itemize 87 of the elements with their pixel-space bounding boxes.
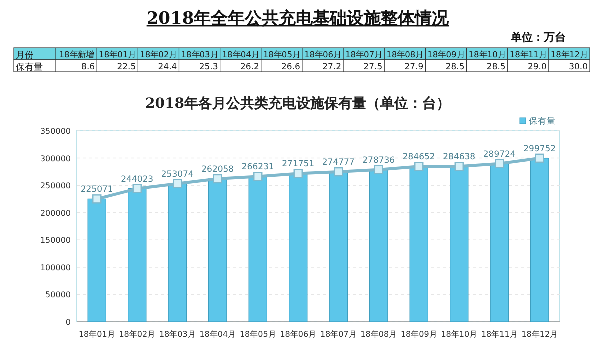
- x-tick-label: 18年03月: [181, 50, 218, 60]
- data-label: 22.5: [117, 62, 136, 72]
- point: [414, 162, 424, 172]
- point: [92, 194, 102, 204]
- data-label: 278736: [362, 156, 396, 166]
- data-label: 225071: [80, 185, 114, 196]
- point: [254, 172, 263, 182]
- bar: [490, 164, 509, 322]
- bar: [88, 198, 106, 322]
- bar: [289, 173, 308, 322]
- bar: [168, 184, 187, 322]
- x-tick-label: 18年08月: [386, 50, 424, 60]
- data-label: 27.9: [404, 62, 424, 72]
- bar: [450, 166, 469, 322]
- chart-title: 2018年全年公共充电基础设施整体情况: [146, 9, 450, 29]
- y-tick-label: 350000: [40, 127, 71, 136]
- data-label: 27.5: [364, 62, 383, 72]
- point: [495, 159, 504, 168]
- data-label: 28.5: [486, 62, 506, 72]
- x-tick-label: 18年10月: [441, 330, 478, 339]
- x-tick-label: 18年05月: [240, 330, 276, 339]
- data-label: 25.3: [199, 62, 218, 72]
- x-tick-label: 18年07月: [320, 330, 357, 339]
- bar: [208, 178, 228, 322]
- y-tick-label: 200000: [40, 208, 71, 218]
- y-tick-label: 150000: [40, 236, 71, 246]
- bar: [329, 172, 348, 322]
- x-tick-label: 18年11月: [481, 330, 518, 339]
- x-tick-label: 18年10月: [468, 50, 506, 60]
- data-label: 28.5: [446, 62, 465, 72]
- y-tick-label: 100000: [40, 263, 71, 272]
- y-tick-label: 250000: [40, 182, 71, 191]
- x-tick-label: 18年05月: [263, 50, 300, 60]
- data-label: 253074: [161, 170, 194, 180]
- x-tick-label: 18年04月: [200, 330, 236, 339]
- data-label: 26.6: [282, 62, 300, 72]
- x-tick-label: 18年09月: [428, 50, 465, 60]
- point: [294, 169, 303, 178]
- x-tick-label: 18年06月: [280, 330, 317, 339]
- data-label: 30.0: [569, 62, 588, 72]
- point: [173, 179, 182, 188]
- chart-subtitle: 单位：万台: [510, 31, 566, 44]
- x-tick-label: 18年11月: [510, 50, 547, 60]
- data-label: 289724: [483, 150, 516, 160]
- x-tick-label: 18年01月: [99, 50, 136, 60]
- y-tick-label: 50000: [46, 290, 71, 300]
- data-label: 274777: [322, 158, 355, 168]
- bar: [248, 176, 268, 322]
- x-tick-label: 18年12月: [550, 50, 588, 60]
- point: [454, 162, 464, 172]
- x-tick-label: 18年04月: [222, 50, 260, 60]
- data-label: 284652: [402, 152, 436, 163]
- x-tick-label: 18年08月: [360, 330, 398, 339]
- x-tick-label: 18年06月: [304, 50, 342, 60]
- x-tick-label: 18年01月: [78, 330, 116, 339]
- chart-title: 2018年各月公共类充电设施保有量（单位：台）: [146, 95, 450, 112]
- data-label: 26.2: [240, 62, 260, 72]
- x-tick-label: 18年12月: [522, 330, 558, 339]
- x-tick-label: 18年新增: [59, 50, 94, 60]
- point: [132, 184, 142, 194]
- data-label: 27.2: [322, 62, 342, 72]
- text: 月份: [16, 50, 34, 61]
- x-tick-label: 18年09月: [400, 330, 438, 339]
- legend-label: 保有量: [529, 116, 556, 127]
- x-tick-label: 18年02月: [119, 330, 156, 339]
- bar: [128, 188, 147, 322]
- x-tick-label: 18年03月: [159, 330, 196, 339]
- x-tick-label: 18年07月: [346, 50, 383, 60]
- point: [374, 165, 384, 174]
- data-label: 299752: [524, 144, 556, 154]
- data-label: 271751: [282, 160, 315, 170]
- bar: [530, 158, 550, 322]
- data-label: 284638: [443, 152, 476, 163]
- point: [213, 174, 222, 184]
- point: [535, 154, 544, 164]
- data-label: 262058: [202, 164, 234, 175]
- bar: [410, 166, 428, 322]
- data-label: 266231: [242, 162, 274, 173]
- bar: [370, 170, 388, 322]
- y-tick-label: 300000: [40, 154, 71, 164]
- x-tick-label: 18年02月: [140, 50, 178, 60]
- y-tick-label: 0: [66, 318, 71, 327]
- point: [334, 167, 344, 177]
- data-label: 8.6: [82, 62, 96, 72]
- data-label: 24.4: [158, 62, 178, 72]
- data-label: 244023: [121, 174, 154, 185]
- data-label: 29.0: [528, 62, 547, 72]
